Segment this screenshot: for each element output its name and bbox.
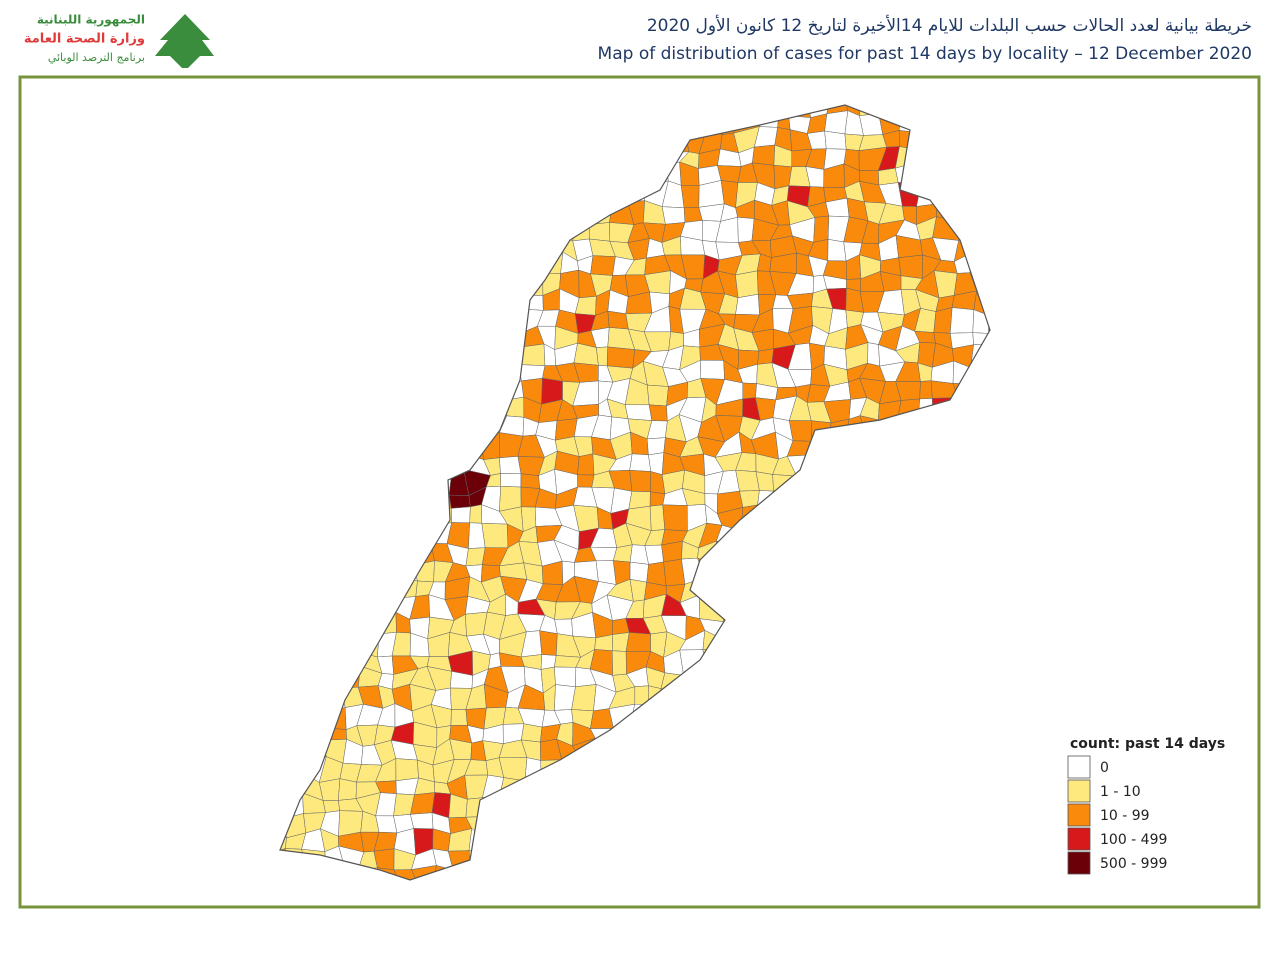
locality [813,215,830,243]
locality [624,404,653,421]
locality [395,758,419,782]
locality [737,217,755,243]
locality [949,307,975,334]
logo: الجمهورية اللبنانية وزارة الصحة العامة ب… [24,13,214,68]
locality [554,666,577,688]
locality [752,144,776,166]
locality [539,630,558,656]
locality [919,380,933,400]
locality [867,342,880,367]
locality [649,504,666,531]
legend-swatch [1067,803,1091,827]
locality [824,130,847,150]
locality [827,239,847,262]
legend-label: 500 - 999 [1100,856,1167,872]
locality [469,504,483,524]
locality [742,382,757,400]
locality [577,453,595,476]
locality [596,346,609,367]
locality [625,632,651,652]
locality [661,206,686,225]
legend-swatch [1067,851,1091,875]
legend-label: 100 - 499 [1100,832,1167,848]
locality [757,348,774,365]
logo-line: برنامج الترصد الوبائي [48,51,145,64]
legend-label: 0 [1100,760,1109,776]
locality [680,185,700,209]
locality [735,270,759,298]
locality [717,165,742,183]
locality [521,723,543,743]
logo-line: الجمهورية اللبنانية [37,13,145,28]
locality [698,180,725,208]
locality [606,346,636,369]
locality [629,561,649,583]
locality [661,540,683,563]
locality [824,110,849,135]
legend-swatch [1067,827,1091,851]
locality [448,494,471,509]
locality [318,778,341,801]
locality [700,360,725,380]
legend-swatch [1067,779,1091,803]
locality [933,307,953,334]
locality [629,470,652,493]
locality [451,506,471,524]
locality [500,473,522,488]
cedar-logo [155,14,214,68]
locality [520,473,541,489]
locality [590,255,616,276]
locality [595,560,617,585]
legend: count: past 14 days 0 1 - 10 10 - 99 100 - … [1067,736,1225,875]
title-english: Map of distribution of cases for past 14… [598,44,1252,64]
locality [481,522,509,549]
locality [662,504,688,532]
locality [789,420,813,442]
locality [646,437,666,456]
locality [571,684,597,712]
locality [338,778,357,801]
locality [629,453,652,472]
legend-swatch [1067,755,1091,779]
locality [410,812,434,830]
locality [898,254,923,279]
logo-line: وزارة الصحة العامة [24,32,145,47]
locality [410,792,436,815]
legend-label: 10 - 99 [1100,808,1150,824]
locality [375,815,398,834]
locality [735,294,760,316]
locality [450,709,468,726]
locality [607,310,629,330]
locality [499,456,522,475]
locality [647,384,669,407]
locality [577,474,595,488]
locality [735,469,760,492]
locality [878,167,899,186]
locality [646,561,667,587]
title-arabic: خريطة بيانية لعدد الحالات حسب البلدات لل… [647,15,1252,36]
locality [648,404,668,422]
legend-label: 1 - 10 [1100,784,1141,800]
legend-title: count: past 14 days [1070,736,1225,752]
locality [612,650,627,676]
